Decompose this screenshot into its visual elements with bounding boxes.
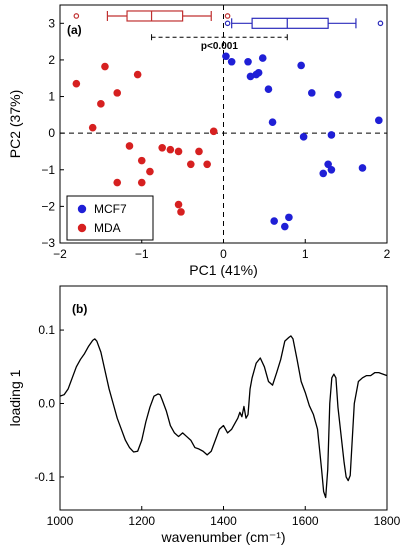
point-mcf7 xyxy=(375,116,383,125)
panel-b-label: (b) xyxy=(72,302,87,316)
point-mcf7 xyxy=(264,85,273,94)
panel-a-x-axis-label: PC1 (41%) xyxy=(189,262,257,278)
panel-b-y-axis-label: loading 1 xyxy=(7,369,23,426)
x-tick-label: 1200 xyxy=(128,514,155,528)
point-mda xyxy=(72,79,81,88)
point-mda xyxy=(195,147,203,156)
panel-b-loading-line: 1000 1200 1400 1600 1800 -0.1 0.0 0.1 (b) waven… xyxy=(7,285,401,545)
y-tick-label: 3 xyxy=(48,16,55,30)
boxplot-outlier xyxy=(224,13,231,19)
y-tick-label: 0.0 xyxy=(38,397,55,411)
boxplot-outlier xyxy=(224,20,231,27)
point-mcf7 xyxy=(258,54,267,62)
point-mda xyxy=(187,160,195,169)
significance-label: p<0.001 xyxy=(201,41,238,52)
loading-1-line xyxy=(59,335,388,499)
panel-a-label: (a) xyxy=(67,23,82,37)
boxplot-outlier xyxy=(377,20,384,27)
point-mcf7 xyxy=(285,213,293,222)
point-mda xyxy=(88,123,97,132)
point-mda xyxy=(113,89,122,97)
point-mda xyxy=(177,208,185,216)
x-tick-label: 0 xyxy=(220,247,227,261)
boxplot-outlier xyxy=(73,13,80,19)
point-mcf7 xyxy=(324,160,332,169)
y-tick-label: -0.1 xyxy=(34,470,55,484)
point-mcf7 xyxy=(297,61,305,70)
point-mcf7 xyxy=(334,90,342,99)
panel-b-x-axis-label: wavenumber (cm⁻¹) xyxy=(160,529,285,545)
point-mda xyxy=(113,178,122,187)
point-mda xyxy=(101,62,109,71)
point-mcf7 xyxy=(299,133,308,141)
point-mcf7 xyxy=(227,57,236,66)
x-tick-label: 1000 xyxy=(47,514,74,528)
point-mda xyxy=(174,147,183,156)
legend-marker-mcf7 xyxy=(77,204,87,214)
y-tick-label: 0.1 xyxy=(38,323,55,337)
x-tick-label: 1 xyxy=(302,247,309,261)
boxplot-box xyxy=(126,10,184,22)
panel-a-boxplots: p<0.001 xyxy=(73,10,384,52)
y-tick-label: −3 xyxy=(41,236,55,250)
y-tick-label: 0 xyxy=(48,126,55,140)
point-mda xyxy=(137,156,146,165)
point-mcf7 xyxy=(270,217,278,225)
point-mcf7 xyxy=(319,169,328,178)
legend-marker-mda xyxy=(77,223,87,233)
point-mcf7 xyxy=(268,118,277,126)
panel-a-y-axis-label: PC2 (37%) xyxy=(7,90,23,158)
panel-b-ticks: 1000 1200 1400 1600 1800 -0.1 0.0 0.1 xyxy=(34,323,400,528)
legend-label-mcf7: MCF7 xyxy=(94,202,127,216)
point-mda xyxy=(125,142,134,150)
point-mcf7 xyxy=(327,165,336,174)
point-mcf7 xyxy=(307,89,316,97)
legend-frame xyxy=(66,195,154,241)
point-mda xyxy=(97,100,105,108)
panel-a-points xyxy=(72,52,383,231)
point-mda xyxy=(209,127,218,136)
point-mcf7 xyxy=(246,72,255,81)
point-mcf7 xyxy=(254,68,263,77)
point-mcf7 xyxy=(358,164,367,172)
legend-label-mda: MDA xyxy=(94,221,121,235)
point-mda xyxy=(174,200,183,209)
x-tick-label: −2 xyxy=(53,247,67,261)
point-mda xyxy=(166,145,175,154)
point-mcf7 xyxy=(222,52,230,61)
panel-a-legend: MCF7 MDA xyxy=(66,195,154,241)
boxplot-mda xyxy=(73,10,231,22)
x-tick-label: 1600 xyxy=(292,514,319,528)
boxplot-box xyxy=(251,17,329,29)
point-mcf7 xyxy=(327,131,336,139)
point-mcf7 xyxy=(281,222,289,231)
y-tick-label: 1 xyxy=(48,90,55,104)
x-tick-label: 1400 xyxy=(210,514,237,528)
y-tick-label: −2 xyxy=(41,199,55,213)
y-tick-label: −1 xyxy=(41,163,55,177)
x-tick-label: 2 xyxy=(384,247,391,261)
point-mda xyxy=(133,70,142,79)
point-mda xyxy=(203,160,211,169)
x-tick-label: −1 xyxy=(135,247,149,261)
point-mda xyxy=(137,178,146,187)
point-mda xyxy=(158,144,166,152)
point-mcf7 xyxy=(244,57,252,66)
x-tick-label: 1800 xyxy=(374,514,401,528)
y-tick-label: 2 xyxy=(48,53,55,67)
point-mda xyxy=(146,167,154,176)
boxplot-mcf7 xyxy=(224,17,384,29)
